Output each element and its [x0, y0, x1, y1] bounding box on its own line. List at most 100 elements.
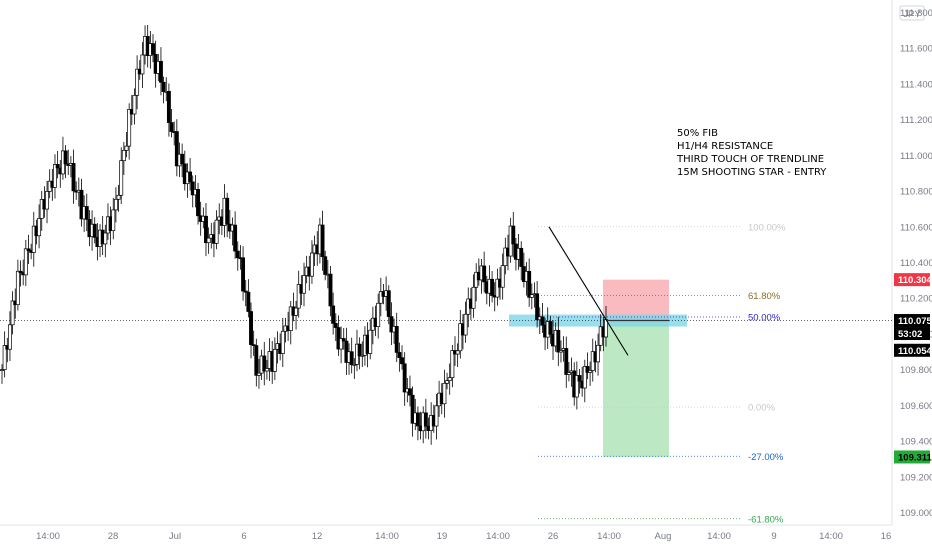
candle-body	[161, 81, 166, 92]
candle-body	[328, 273, 333, 307]
candle-body	[190, 181, 195, 196]
candle-body	[103, 232, 108, 245]
candle-body	[333, 323, 338, 328]
take-profit-zone	[603, 320, 669, 457]
candle-body	[360, 354, 365, 357]
candle-body	[559, 350, 563, 353]
candle	[161, 76, 166, 104]
currency-badge[interactable]	[899, 5, 925, 21]
candle	[503, 237, 508, 275]
candle-body	[45, 191, 49, 210]
candle	[323, 250, 328, 281]
candle-body	[376, 302, 381, 328]
candle-body	[540, 316, 545, 326]
price-tick-label: 110.400	[900, 258, 932, 269]
fibonacci-levels: 100.00% 61.80% 50.00% 0.00% -27.00% -61.80%	[538, 222, 786, 525]
candle	[320, 210, 325, 271]
price-tick-label: 109.000	[900, 508, 932, 519]
candle	[574, 361, 579, 410]
candle-body	[564, 348, 569, 375]
stop-loss-zone	[603, 279, 669, 321]
candle	[53, 154, 57, 199]
candle	[548, 315, 553, 344]
time-tick-label: 6	[241, 531, 246, 542]
candle-body	[249, 311, 253, 345]
candle	[442, 369, 447, 418]
candle	[121, 142, 126, 175]
candle-body	[92, 223, 97, 238]
candle	[10, 291, 15, 335]
price-tag-target: 109.311	[894, 450, 932, 464]
candle-body	[400, 357, 404, 365]
candle	[415, 406, 420, 441]
candle	[378, 277, 383, 317]
price-tag-entry: 110.054	[894, 343, 932, 357]
annotation-line-3: THIRD TOUCH OF TRENDLINE	[676, 154, 824, 165]
candle	[246, 279, 251, 318]
candle	[397, 342, 402, 372]
price-tag-text: 110.304	[898, 275, 932, 286]
candle	[386, 285, 391, 325]
candle	[188, 157, 193, 191]
candle-body	[119, 160, 124, 196]
candle	[116, 184, 121, 212]
candle	[166, 83, 171, 137]
candle	[103, 224, 108, 258]
candle-body	[511, 225, 516, 245]
trendline-drawings	[548, 226, 629, 356]
risk-reward-zones	[0, 279, 892, 457]
candle-body	[349, 351, 354, 366]
candle	[2, 331, 7, 378]
candle	[174, 119, 179, 177]
candle-body	[442, 382, 447, 405]
price-axis[interactable]: JPY 111.800 111.600 111.400 111.200 111.000 1…	[891, 0, 932, 525]
candle-body	[127, 108, 132, 147]
candle	[519, 241, 524, 281]
candle	[394, 312, 399, 363]
time-axis[interactable]: 14:00 28 Jul 6 12 14:00 19 14:00 26 14:00 Aug 14:00…	[0, 524, 892, 542]
candle	[251, 330, 256, 356]
candle-body	[7, 324, 12, 350]
candle-body	[357, 343, 362, 357]
fib-level-label: 61.80%	[748, 291, 781, 302]
candle-body	[588, 370, 593, 373]
candle-body	[566, 372, 571, 375]
candle-body	[596, 344, 601, 363]
candle-body	[23, 248, 28, 276]
fib-level-label: 100.00%	[748, 222, 786, 233]
candle	[18, 260, 23, 287]
time-tick-label: 26	[548, 531, 559, 542]
candle	[585, 352, 590, 380]
candle	[360, 341, 365, 368]
candle-body	[26, 248, 31, 251]
candle	[45, 180, 49, 224]
candle	[564, 336, 569, 388]
candle-body	[111, 209, 116, 232]
price-tick-label: 111.600	[900, 44, 932, 55]
candle	[140, 42, 145, 89]
candle-body	[180, 153, 185, 165]
price-tags: 110.304 110.075 53:02 110.054 109.311	[894, 273, 932, 464]
price-tick-label: 110.200	[900, 294, 932, 305]
candle-body	[140, 54, 145, 75]
candle-body	[254, 345, 259, 376]
candle-body	[37, 218, 42, 237]
candle	[180, 143, 185, 178]
price-tick-label: 109.400	[900, 437, 932, 448]
candle-body	[309, 252, 314, 277]
candle-body	[471, 286, 476, 309]
time-tick-label: 28	[108, 531, 119, 542]
candle	[495, 268, 500, 306]
candle	[37, 204, 42, 249]
candle-body	[519, 247, 524, 267]
time-tick-label: 19	[437, 531, 448, 542]
candle	[63, 145, 68, 178]
fib-level-label: -27.00%	[748, 452, 784, 463]
candle	[339, 326, 344, 364]
candle-body	[323, 256, 328, 275]
candle-body	[15, 270, 20, 306]
candle-body	[10, 300, 15, 326]
candle	[376, 293, 381, 339]
